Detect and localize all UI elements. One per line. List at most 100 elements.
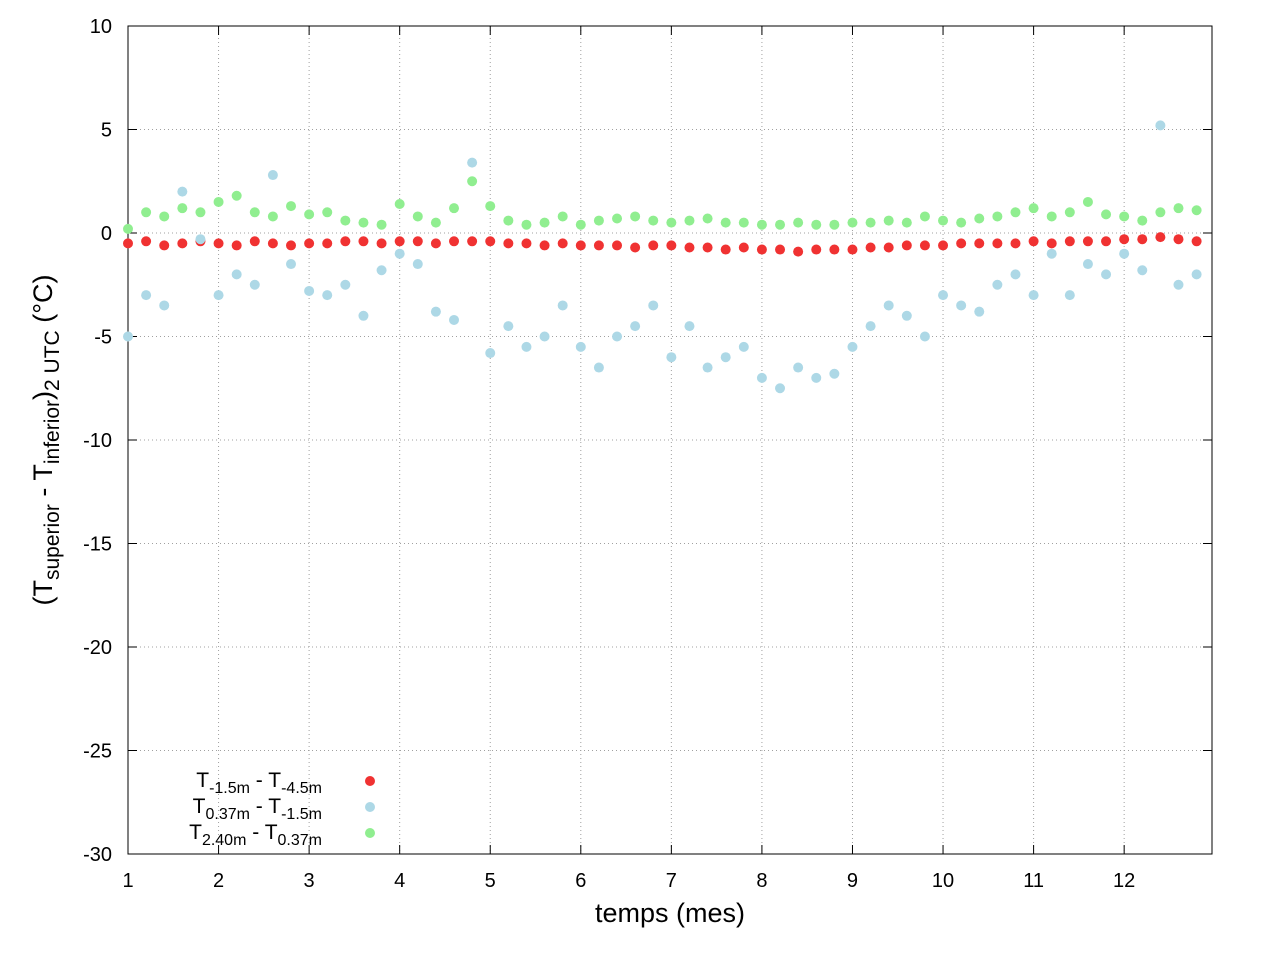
point [141,207,152,218]
point [1119,211,1130,222]
point [539,217,550,228]
point [756,219,767,230]
point [575,341,586,352]
point [159,240,170,251]
y-tick-label: -15 [83,534,112,556]
point [992,211,1003,222]
point [630,321,641,332]
point [829,368,840,379]
x-axis-label: temps (mes) [595,898,745,928]
point [593,240,604,251]
legend-label: T2.40m - T0.37m [189,821,322,849]
x-tick-label: 6 [575,870,586,892]
point [720,352,731,363]
point [1155,120,1166,131]
y-axis-label-part: ) [28,391,58,400]
legend-label-part: T [193,795,206,818]
point [358,236,369,247]
point [376,265,387,276]
point [1082,236,1093,247]
point [738,341,749,352]
point [775,244,786,255]
point [1064,290,1075,301]
point [1064,207,1075,218]
x-tick-label: 10 [932,870,954,892]
y-tick-label: -30 [83,844,112,866]
point [865,242,876,253]
point [956,238,967,249]
y-tick-label: -25 [83,741,112,763]
point [213,238,224,249]
y-tick-label: -20 [83,637,112,659]
point [793,217,804,228]
y-tick-label: -5 [94,327,112,349]
point [141,290,152,301]
point [1064,236,1075,247]
legend-label-part: 0.37m [206,806,250,823]
point [1046,238,1057,249]
point [684,215,695,226]
point [666,217,677,228]
point [340,236,351,247]
point [1191,269,1202,280]
point [557,238,568,249]
point [847,217,858,228]
y-axis-label-part: superior [41,504,64,580]
point [159,211,170,222]
point [865,321,876,332]
point [593,362,604,373]
point [304,285,315,296]
legend-label-part: -4.5m [281,780,322,797]
x-tick-label: 3 [304,870,315,892]
point [974,238,985,249]
legend-label: T-1.5m - T-4.5m [196,769,322,797]
point [956,300,967,311]
point [775,383,786,394]
point [883,300,894,311]
point [974,213,985,224]
point [286,240,297,251]
point [304,209,315,220]
point [829,244,840,255]
legend-label-part: -1.5m [281,806,322,823]
point [267,170,278,181]
y-axis-label-part: 2 UTC [41,330,64,391]
point [648,240,659,251]
legend-label-part: 2.40m [202,832,246,849]
point [485,236,496,247]
point [938,290,949,301]
point [956,217,967,228]
point [521,238,532,249]
point [865,217,876,228]
point [612,240,623,251]
legend-label-part: -1.5m [209,780,250,797]
point [485,348,496,359]
point [449,236,460,247]
point [394,236,405,247]
point [141,236,152,247]
point [322,238,333,249]
legend-label-part: - T [250,769,281,792]
point [1137,265,1148,276]
point [376,219,387,230]
x-tick-label: 8 [756,870,767,892]
x-tick-label: 5 [485,870,496,892]
y-axis-label-part: - T [28,464,58,504]
point [720,217,731,228]
point [1046,248,1057,259]
point [557,211,568,222]
point [430,238,441,249]
point [394,199,405,210]
y-axis-label: (Tsuperior - Tinferior)2 UTC (°C) [28,274,64,605]
point [1173,203,1184,214]
point [376,238,387,249]
point [430,306,441,317]
point [340,215,351,226]
point [539,331,550,342]
point [702,213,713,224]
point [195,207,206,218]
point [394,248,405,259]
point [521,341,532,352]
point [485,201,496,212]
point [974,306,985,317]
